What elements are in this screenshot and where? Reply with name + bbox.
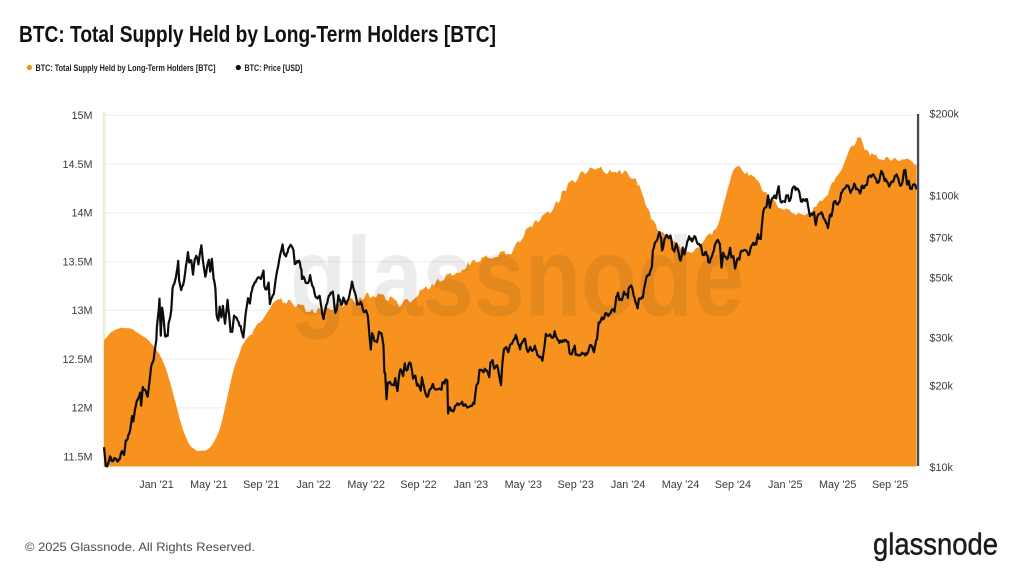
svg-text:$10k: $10k bbox=[930, 462, 954, 474]
svg-text:May '25: May '25 bbox=[819, 479, 856, 491]
svg-text:glassnode: glassnode bbox=[290, 215, 744, 340]
svg-text:12.5M: 12.5M bbox=[62, 354, 92, 366]
svg-text:13M: 13M bbox=[71, 305, 92, 317]
svg-text:$30k: $30k bbox=[930, 333, 954, 345]
svg-text:$100k: $100k bbox=[930, 191, 960, 203]
svg-text:11.5M: 11.5M bbox=[63, 451, 92, 463]
svg-text:Sep '22: Sep '22 bbox=[400, 479, 436, 491]
svg-text:BTC: Total Supply Held by Long: BTC: Total Supply Held by Long-Term Hold… bbox=[19, 21, 496, 47]
svg-text:12M: 12M bbox=[71, 403, 92, 415]
svg-text:14.5M: 14.5M bbox=[62, 159, 92, 171]
svg-text:Sep '21: Sep '21 bbox=[243, 479, 279, 491]
svg-text:May '24: May '24 bbox=[662, 479, 699, 491]
svg-text:Jan '23: Jan '23 bbox=[454, 479, 488, 491]
svg-text:14M: 14M bbox=[71, 208, 92, 220]
svg-text:$20k: $20k bbox=[930, 381, 954, 393]
svg-text:$50k: $50k bbox=[930, 272, 954, 284]
svg-text:Sep '24: Sep '24 bbox=[715, 479, 751, 491]
svg-text:May '22: May '22 bbox=[347, 479, 384, 491]
svg-text:15M: 15M bbox=[71, 110, 92, 122]
svg-text:May '21: May '21 bbox=[190, 479, 227, 491]
svg-text:May '23: May '23 bbox=[505, 479, 542, 491]
svg-text:13.5M: 13.5M bbox=[62, 256, 92, 268]
svg-text:$200k: $200k bbox=[930, 109, 960, 121]
svg-text:BTC: Price [USD]: BTC: Price [USD] bbox=[245, 63, 303, 73]
svg-text:Jan '24: Jan '24 bbox=[611, 479, 645, 491]
svg-text:Sep '25: Sep '25 bbox=[872, 479, 908, 491]
svg-text:Jan '21: Jan '21 bbox=[139, 479, 173, 491]
svg-text:Jan '22: Jan '22 bbox=[296, 479, 330, 491]
svg-text:glassnode: glassnode bbox=[873, 527, 998, 562]
svg-text:$70k: $70k bbox=[930, 232, 954, 244]
svg-text:Sep '23: Sep '23 bbox=[558, 479, 594, 491]
svg-text:Jan '25: Jan '25 bbox=[768, 479, 802, 491]
svg-text:BTC: Total Supply Held by Long: BTC: Total Supply Held by Long-Term Hold… bbox=[36, 63, 216, 73]
svg-text:© 2025 Glassnode. All Rights R: © 2025 Glassnode. All Rights Reserved. bbox=[25, 541, 255, 554]
